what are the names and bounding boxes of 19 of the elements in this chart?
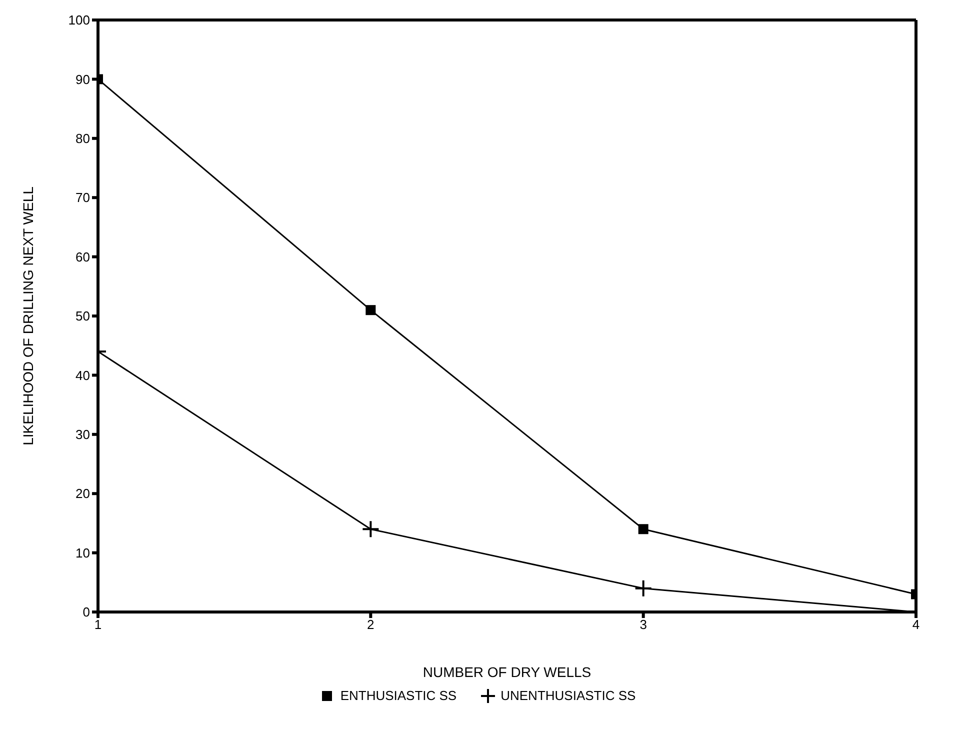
y-tick-label: 40: [76, 368, 90, 383]
y-axis-title: LIKELIHOOD OF DRILLING NEXT WELL: [20, 186, 36, 446]
y-tick-label: 70: [76, 190, 90, 206]
x-tick-label: 1: [94, 617, 102, 632]
y-tick-label: 100: [68, 12, 90, 28]
legend-label: ENTHUSIASTIC SS: [339, 688, 457, 703]
x-tick-label: 2: [367, 617, 374, 632]
x-tick-label: 3: [640, 617, 647, 632]
y-tick-label: 30: [76, 427, 90, 442]
x-tick-label: 4: [912, 617, 920, 632]
x-axis-title: NUMBER OF DRY WELLS: [422, 664, 592, 680]
y-tick-label: 0: [82, 604, 90, 620]
legend-label: UNENTHUSIASTIC SS: [500, 688, 636, 703]
y-tick-label: 10: [76, 545, 90, 560]
y-tick-label: 80: [76, 131, 90, 146]
y-tick-label: 20: [76, 486, 90, 502]
y-tick-label: 90: [76, 72, 90, 87]
y-tick-label: 50: [76, 308, 90, 324]
y-tick-label: 60: [76, 249, 90, 264]
